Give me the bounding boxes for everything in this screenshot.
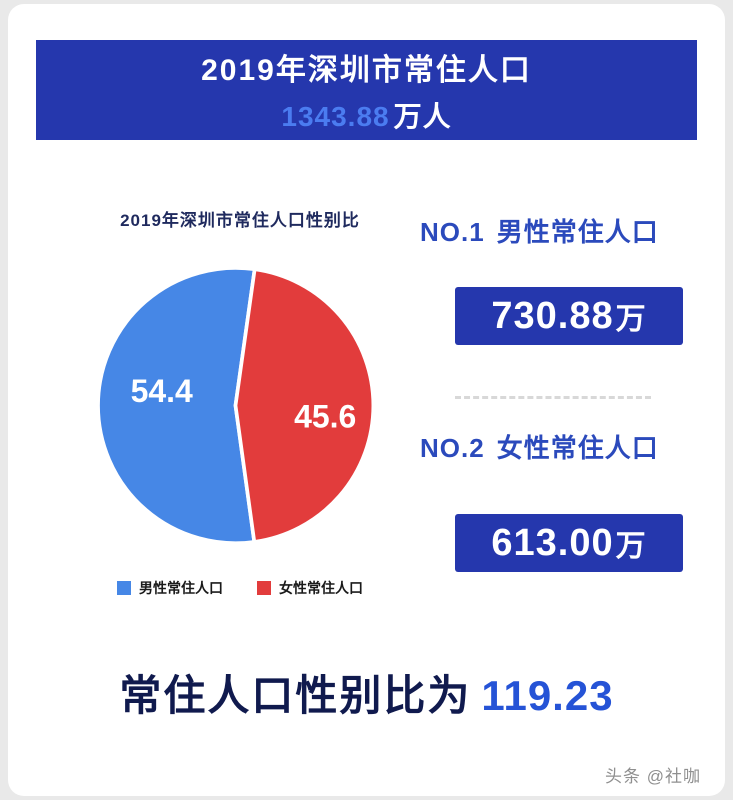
rank-1-label: 男性常住人口 bbox=[496, 217, 659, 247]
pie-chart-svg: 54.4 45.6 bbox=[96, 266, 376, 546]
total-population: 1343.88 万人 bbox=[281, 95, 451, 135]
total-population-unit: 万人 bbox=[393, 101, 452, 132]
rank-2-heading: NO.2 女性常住人口 bbox=[420, 428, 710, 465]
pie-slice-female bbox=[233, 267, 376, 544]
pie-slice-male bbox=[96, 266, 257, 546]
pie-label-male: 54.4 bbox=[131, 373, 193, 409]
legend-swatch-male-icon bbox=[117, 581, 131, 595]
pie-chart-title: 2019年深圳市常住人口性别比 bbox=[120, 211, 360, 230]
sex-ratio-value: 119.23 bbox=[481, 672, 614, 719]
female-population-badge: 613.00 万 bbox=[455, 514, 683, 572]
legend-label-female: 女性常住人口 bbox=[279, 580, 363, 596]
rank-2-label: 女性常住人口 bbox=[496, 433, 659, 463]
legend-label-male: 男性常住人口 bbox=[139, 580, 223, 596]
pie-label-female: 45.6 bbox=[294, 399, 356, 435]
male-population-unit: 万 bbox=[615, 303, 647, 336]
female-population-value: 613.00 bbox=[491, 521, 614, 564]
sex-ratio-statement: 常住人口性别比为 119.23 bbox=[0, 662, 733, 723]
page-title: 2019年深圳市常住人口 bbox=[201, 54, 532, 87]
rank-1-number: NO.1 bbox=[420, 217, 485, 247]
divider bbox=[455, 396, 651, 399]
pie-legend: 男性常住人口 女性常住人口 bbox=[60, 578, 420, 598]
sex-ratio-label: 常住人口性别比为 bbox=[119, 672, 472, 719]
total-population-value: 1343.88 bbox=[281, 101, 390, 132]
pie-chart: 54.4 45.6 bbox=[88, 258, 383, 553]
rank-2-number: NO.2 bbox=[420, 433, 485, 463]
rank-1-heading: NO.1 男性常住人口 bbox=[420, 212, 710, 249]
legend-item-female: 女性常住人口 bbox=[257, 578, 363, 598]
legend-item-male: 男性常住人口 bbox=[117, 578, 223, 598]
male-population-badge: 730.88 万 bbox=[455, 287, 683, 345]
title-banner: 2019年深圳市常住人口 1343.88 万人 bbox=[36, 40, 697, 140]
watermark: 头条 @社咖 bbox=[605, 767, 701, 786]
female-population-unit: 万 bbox=[615, 530, 647, 563]
male-population-value: 730.88 bbox=[491, 294, 614, 337]
legend-swatch-female-icon bbox=[257, 581, 271, 595]
